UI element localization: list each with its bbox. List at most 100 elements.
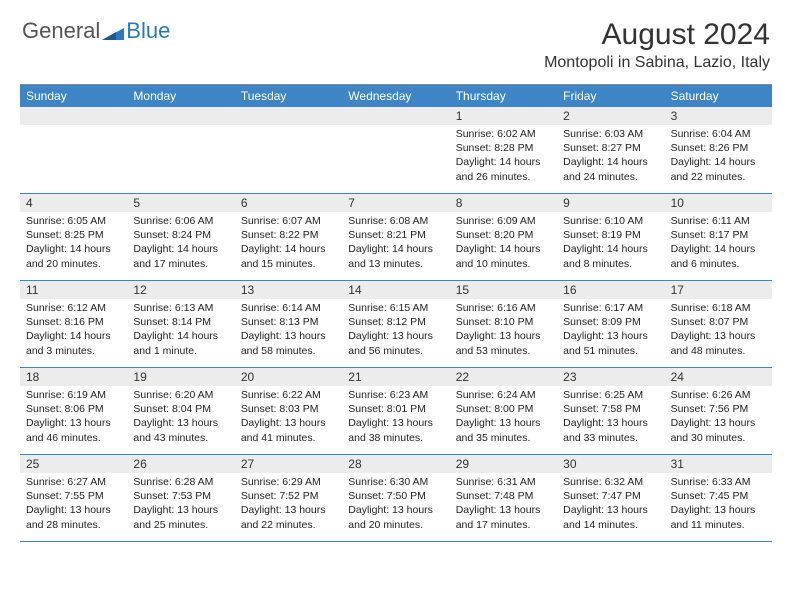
day-cell: 5Sunrise: 6:06 AMSunset: 8:24 PMDaylight… xyxy=(127,194,234,280)
day-body: Sunrise: 6:19 AMSunset: 8:06 PMDaylight:… xyxy=(20,386,127,449)
day-cell: 11Sunrise: 6:12 AMSunset: 8:16 PMDayligh… xyxy=(20,281,127,367)
sunset-text: Sunset: 8:09 PM xyxy=(563,315,658,329)
weekday-header-row: Sunday Monday Tuesday Wednesday Thursday… xyxy=(20,85,772,107)
sunset-text: Sunset: 7:45 PM xyxy=(671,489,766,503)
daylight-text: Daylight: 14 hours and 8 minutes. xyxy=(563,242,658,270)
day-number: 12 xyxy=(127,281,234,299)
sunset-text: Sunset: 7:55 PM xyxy=(26,489,121,503)
day-body: Sunrise: 6:02 AMSunset: 8:28 PMDaylight:… xyxy=(450,125,557,188)
weekday-header: Wednesday xyxy=(342,85,449,107)
day-cell: 25Sunrise: 6:27 AMSunset: 7:55 PMDayligh… xyxy=(20,455,127,541)
day-body: Sunrise: 6:16 AMSunset: 8:10 PMDaylight:… xyxy=(450,299,557,362)
day-cell: 1Sunrise: 6:02 AMSunset: 8:28 PMDaylight… xyxy=(450,107,557,193)
day-body: Sunrise: 6:31 AMSunset: 7:48 PMDaylight:… xyxy=(450,473,557,536)
header: General Blue August 2024 Montopoli in Sa… xyxy=(0,0,792,76)
daylight-text: Daylight: 13 hours and 51 minutes. xyxy=(563,329,658,357)
sunset-text: Sunset: 7:50 PM xyxy=(348,489,443,503)
daylight-text: Daylight: 13 hours and 33 minutes. xyxy=(563,416,658,444)
day-number: 17 xyxy=(665,281,772,299)
sunrise-text: Sunrise: 6:15 AM xyxy=(348,301,443,315)
weekday-header: Thursday xyxy=(450,85,557,107)
sunset-text: Sunset: 8:26 PM xyxy=(671,141,766,155)
sunset-text: Sunset: 8:21 PM xyxy=(348,228,443,242)
daylight-text: Daylight: 14 hours and 24 minutes. xyxy=(563,155,658,183)
sunrise-text: Sunrise: 6:33 AM xyxy=(671,475,766,489)
day-cell: 4Sunrise: 6:05 AMSunset: 8:25 PMDaylight… xyxy=(20,194,127,280)
sunrise-text: Sunrise: 6:03 AM xyxy=(563,127,658,141)
day-body: Sunrise: 6:13 AMSunset: 8:14 PMDaylight:… xyxy=(127,299,234,362)
day-cell: 6Sunrise: 6:07 AMSunset: 8:22 PMDaylight… xyxy=(235,194,342,280)
sunset-text: Sunset: 8:13 PM xyxy=(241,315,336,329)
weekday-header: Tuesday xyxy=(235,85,342,107)
daylight-text: Daylight: 13 hours and 48 minutes. xyxy=(671,329,766,357)
day-cell: 28Sunrise: 6:30 AMSunset: 7:50 PMDayligh… xyxy=(342,455,449,541)
day-cell: 16Sunrise: 6:17 AMSunset: 8:09 PMDayligh… xyxy=(557,281,664,367)
sunset-text: Sunset: 8:22 PM xyxy=(241,228,336,242)
day-cell: 21Sunrise: 6:23 AMSunset: 8:01 PMDayligh… xyxy=(342,368,449,454)
day-number: 28 xyxy=(342,455,449,473)
day-number: 14 xyxy=(342,281,449,299)
week-row: 1Sunrise: 6:02 AMSunset: 8:28 PMDaylight… xyxy=(20,107,772,194)
week-row: 18Sunrise: 6:19 AMSunset: 8:06 PMDayligh… xyxy=(20,368,772,455)
day-number: 1 xyxy=(450,107,557,125)
sunrise-text: Sunrise: 6:04 AM xyxy=(671,127,766,141)
day-number xyxy=(127,107,234,125)
sunrise-text: Sunrise: 6:27 AM xyxy=(26,475,121,489)
day-number: 31 xyxy=(665,455,772,473)
weekday-header: Saturday xyxy=(665,85,772,107)
day-number xyxy=(20,107,127,125)
daylight-text: Daylight: 13 hours and 53 minutes. xyxy=(456,329,551,357)
sunrise-text: Sunrise: 6:08 AM xyxy=(348,214,443,228)
title-block: August 2024 Montopoli in Sabina, Lazio, … xyxy=(544,18,770,72)
day-number: 6 xyxy=(235,194,342,212)
day-cell: 12Sunrise: 6:13 AMSunset: 8:14 PMDayligh… xyxy=(127,281,234,367)
day-cell: 17Sunrise: 6:18 AMSunset: 8:07 PMDayligh… xyxy=(665,281,772,367)
day-body: Sunrise: 6:23 AMSunset: 8:01 PMDaylight:… xyxy=(342,386,449,449)
sunrise-text: Sunrise: 6:10 AM xyxy=(563,214,658,228)
sunset-text: Sunset: 8:10 PM xyxy=(456,315,551,329)
day-body: Sunrise: 6:29 AMSunset: 7:52 PMDaylight:… xyxy=(235,473,342,536)
sunrise-text: Sunrise: 6:28 AM xyxy=(133,475,228,489)
day-body: Sunrise: 6:18 AMSunset: 8:07 PMDaylight:… xyxy=(665,299,772,362)
logo-triangle-icon xyxy=(102,22,124,40)
sunset-text: Sunset: 8:01 PM xyxy=(348,402,443,416)
sunrise-text: Sunrise: 6:13 AM xyxy=(133,301,228,315)
sunrise-text: Sunrise: 6:11 AM xyxy=(671,214,766,228)
day-number: 2 xyxy=(557,107,664,125)
day-number: 15 xyxy=(450,281,557,299)
daylight-text: Daylight: 13 hours and 30 minutes. xyxy=(671,416,766,444)
sunset-text: Sunset: 8:25 PM xyxy=(26,228,121,242)
day-cell: 20Sunrise: 6:22 AMSunset: 8:03 PMDayligh… xyxy=(235,368,342,454)
sunset-text: Sunset: 8:04 PM xyxy=(133,402,228,416)
day-body: Sunrise: 6:03 AMSunset: 8:27 PMDaylight:… xyxy=(557,125,664,188)
day-body: Sunrise: 6:27 AMSunset: 7:55 PMDaylight:… xyxy=(20,473,127,536)
day-body: Sunrise: 6:17 AMSunset: 8:09 PMDaylight:… xyxy=(557,299,664,362)
sunrise-text: Sunrise: 6:29 AM xyxy=(241,475,336,489)
day-body: Sunrise: 6:10 AMSunset: 8:19 PMDaylight:… xyxy=(557,212,664,275)
day-cell xyxy=(20,107,127,193)
sunrise-text: Sunrise: 6:16 AM xyxy=(456,301,551,315)
day-cell: 22Sunrise: 6:24 AMSunset: 8:00 PMDayligh… xyxy=(450,368,557,454)
daylight-text: Daylight: 14 hours and 6 minutes. xyxy=(671,242,766,270)
sunset-text: Sunset: 8:17 PM xyxy=(671,228,766,242)
day-cell: 7Sunrise: 6:08 AMSunset: 8:21 PMDaylight… xyxy=(342,194,449,280)
daylight-text: Daylight: 13 hours and 35 minutes. xyxy=(456,416,551,444)
sunrise-text: Sunrise: 6:25 AM xyxy=(563,388,658,402)
day-body: Sunrise: 6:32 AMSunset: 7:47 PMDaylight:… xyxy=(557,473,664,536)
day-body: Sunrise: 6:22 AMSunset: 8:03 PMDaylight:… xyxy=(235,386,342,449)
day-body: Sunrise: 6:09 AMSunset: 8:20 PMDaylight:… xyxy=(450,212,557,275)
sunset-text: Sunset: 7:48 PM xyxy=(456,489,551,503)
day-cell: 31Sunrise: 6:33 AMSunset: 7:45 PMDayligh… xyxy=(665,455,772,541)
sunset-text: Sunset: 8:24 PM xyxy=(133,228,228,242)
day-body: Sunrise: 6:07 AMSunset: 8:22 PMDaylight:… xyxy=(235,212,342,275)
day-number: 30 xyxy=(557,455,664,473)
day-number xyxy=(235,107,342,125)
day-cell: 14Sunrise: 6:15 AMSunset: 8:12 PMDayligh… xyxy=(342,281,449,367)
daylight-text: Daylight: 14 hours and 15 minutes. xyxy=(241,242,336,270)
daylight-text: Daylight: 13 hours and 14 minutes. xyxy=(563,503,658,531)
daylight-text: Daylight: 13 hours and 43 minutes. xyxy=(133,416,228,444)
day-cell: 10Sunrise: 6:11 AMSunset: 8:17 PMDayligh… xyxy=(665,194,772,280)
sunrise-text: Sunrise: 6:05 AM xyxy=(26,214,121,228)
day-number: 26 xyxy=(127,455,234,473)
daylight-text: Daylight: 13 hours and 41 minutes. xyxy=(241,416,336,444)
